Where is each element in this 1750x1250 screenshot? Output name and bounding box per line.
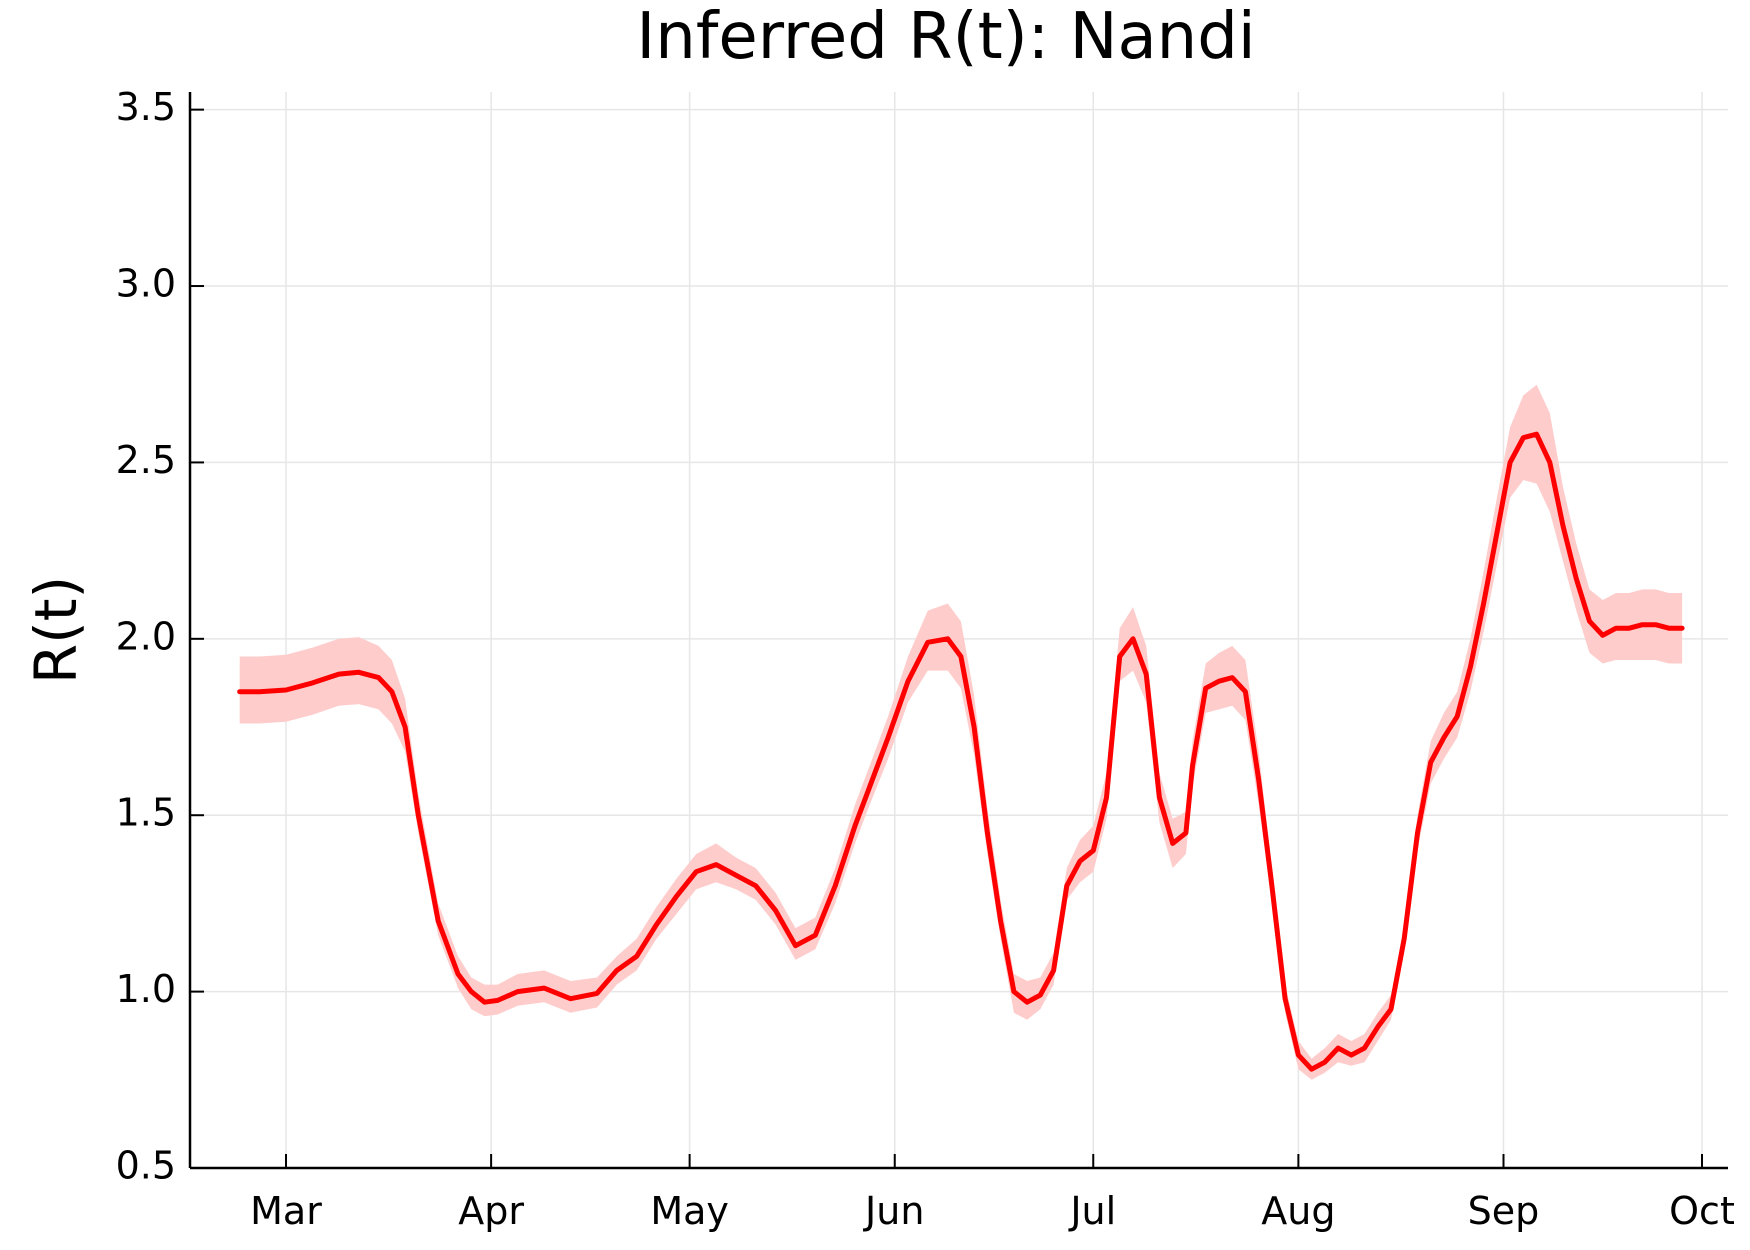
x-tick-label: Apr (458, 1189, 524, 1233)
x-ticks: Mar Apr May Jun Jul Aug Sep Oct (250, 1154, 1735, 1233)
series-line-layer (237, 431, 1685, 1072)
y-ticks: 0.5 1.0 1.5 2.0 2.5 3.0 3.5 (116, 85, 204, 1188)
confidence-band-layer (239, 384, 1683, 1080)
x-tick-label: Jul (1068, 1189, 1116, 1233)
y-tick-label: 2.5 (116, 438, 176, 482)
y-tick-label: 0.5 (116, 1144, 176, 1188)
x-tick-label: Mar (250, 1189, 322, 1233)
x-tick-label: Oct (1669, 1189, 1735, 1233)
confidence-band (239, 384, 1683, 1080)
x-tick-label: May (650, 1189, 729, 1233)
r-t-series-line (237, 431, 1685, 1072)
axes (188, 92, 1728, 1170)
chart-title: Inferred R(t): Nandi (636, 0, 1255, 74)
y-axis-title: R(t) (22, 576, 90, 684)
y-tick-label: 3.5 (116, 85, 176, 129)
y-tick-label: 3.0 (116, 262, 176, 306)
grid (190, 92, 1728, 1169)
x-tick-label: Jun (863, 1189, 924, 1233)
x-tick-label: Sep (1468, 1189, 1540, 1233)
y-tick-label: 1.0 (116, 967, 176, 1011)
x-tick-label: Aug (1261, 1189, 1335, 1233)
y-tick-label: 1.5 (116, 791, 176, 835)
y-tick-label: 2.0 (116, 614, 176, 658)
